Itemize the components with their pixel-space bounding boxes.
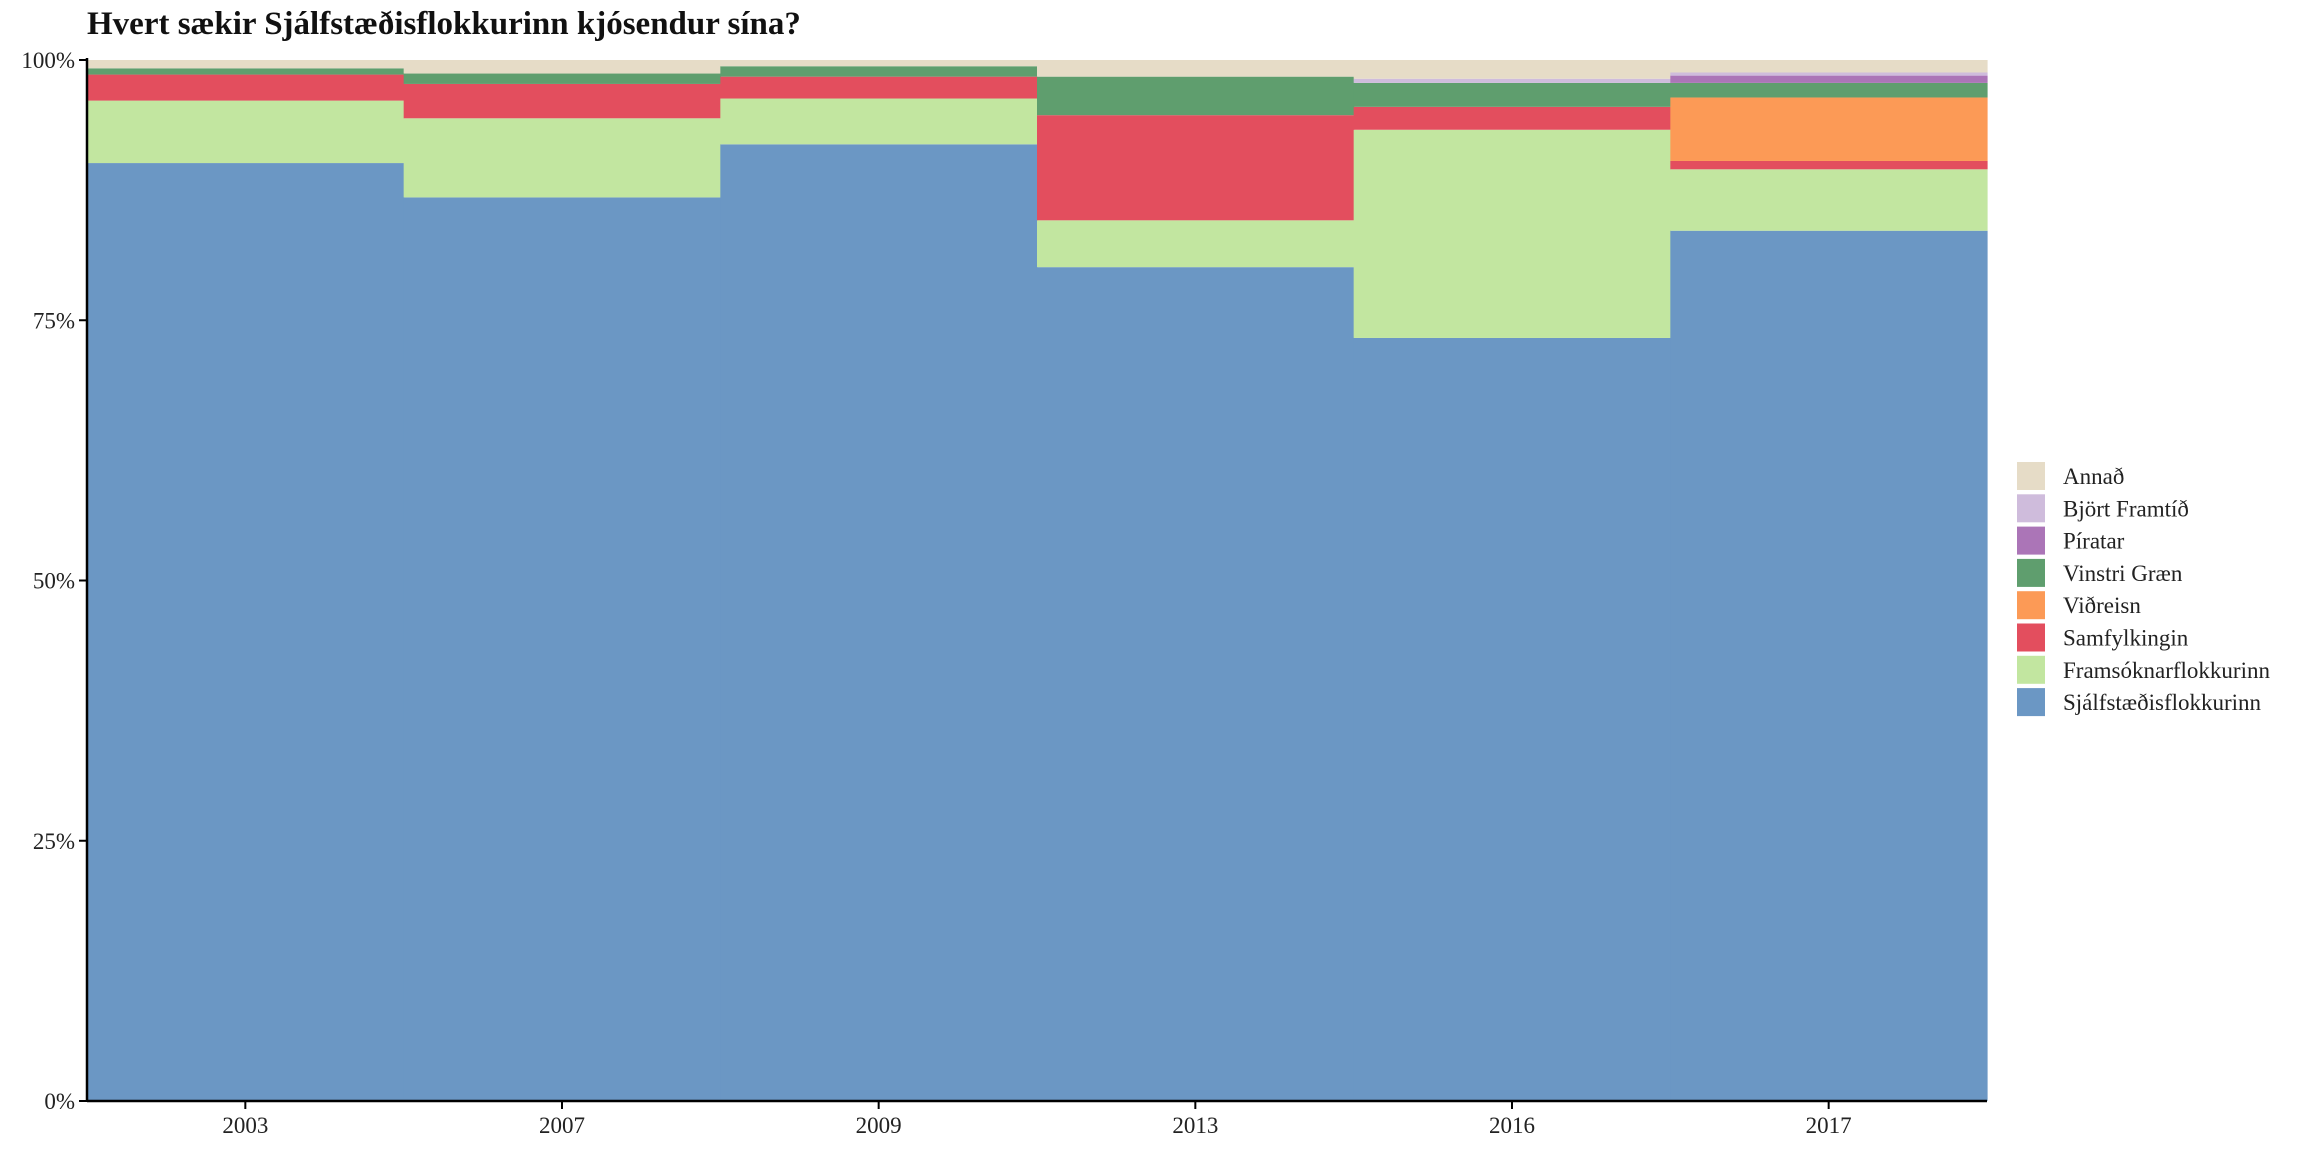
bar-segment-samfylkingin-2003 — [87, 74, 405, 101]
bar-segment-anna-2009 — [720, 60, 1038, 67]
bar-segment-samfylkingin-2009 — [720, 76, 1038, 99]
legend-swatch-bjort-framti — [2017, 494, 2045, 523]
x-tick-label-2013: 2013 — [1172, 1113, 1218, 1138]
legend-label-bjort-framti: Björt Framtíð — [2063, 496, 2189, 521]
bar-segment-vinstri-gr-n-2009 — [720, 66, 1038, 77]
bar-segment-vinstri-gr-n-2017 — [1670, 82, 1988, 98]
legend-label-piratar: Píratar — [2063, 529, 2125, 554]
bar-segment-sjalfst-isflokkurinn-2013 — [1037, 267, 1355, 1101]
bar-segment-framsoknarflokkurinn-2013 — [1037, 220, 1355, 268]
bar-segment-vinstri-gr-n-2007 — [403, 73, 721, 84]
bar-segment-framsoknarflokkurinn-2017 — [1670, 169, 1988, 231]
bar-segment-sjalfst-isflokkurinn-2017 — [1670, 230, 1988, 1101]
bar-segment-vinstri-gr-n-2016 — [1353, 82, 1671, 107]
bar-segment-samfylkingin-2013 — [1037, 115, 1355, 221]
bar-segment-framsoknarflokkurinn-2009 — [720, 98, 1038, 145]
legend: Annað Björt Framtíð Píratar Vinstri Græn Við… — [2017, 462, 2270, 717]
chart-title: Hvert sækir Sjálfstæðisflokkurinn kjósen… — [87, 6, 801, 42]
bar-segment-vinstri-gr-n-2003 — [87, 68, 405, 75]
y-tick-label: 25% — [33, 829, 75, 854]
legend-label-sjalfst-isflokkurinn: Sjálfstæðisflokkurinn — [2063, 690, 2262, 715]
legend-swatch-vi-reisn — [2017, 591, 2045, 620]
bar-segment-sjalfst-isflokkurinn-2003 — [87, 163, 405, 1101]
bar-segment-vinstri-gr-n-2013 — [1037, 76, 1355, 116]
x-tick-label-2009: 2009 — [856, 1113, 902, 1138]
bar-segment-anna-2017 — [1670, 60, 1988, 73]
bar-segment-anna-2013 — [1037, 60, 1355, 77]
bar-segment-sjalfst-isflokkurinn-2009 — [720, 144, 1038, 1102]
bar-segment-framsoknarflokkurinn-2016 — [1353, 129, 1671, 338]
y-tick-label: 50% — [33, 569, 75, 594]
x-tick-label-2007: 2007 — [539, 1113, 585, 1138]
bar-segment-sjalfst-isflokkurinn-2007 — [403, 197, 721, 1102]
bar-segment-bjort-framti-2016 — [1353, 78, 1671, 83]
bar-segment-samfylkingin-2017 — [1670, 160, 1988, 170]
legend-label-anna: Annað — [2063, 464, 2124, 489]
legend-swatch-vinstri-gr-n — [2017, 558, 2045, 587]
legend-label-framsoknarflokkurinn: Framsóknarflokkurinn — [2063, 658, 2270, 683]
bar-segment-framsoknarflokkurinn-2003 — [87, 100, 405, 164]
x-tick-label-2016: 2016 — [1489, 1113, 1535, 1138]
y-tick-label: 0% — [44, 1089, 75, 1114]
bar-segment-samfylkingin-2007 — [403, 83, 721, 119]
axes-layer: 0% 25% 50% 75% 100% 2003 2007 2009 2013 2016 2017 — [21, 48, 1987, 1138]
y-tick-label: 100% — [21, 48, 75, 73]
bar-segment-anna-2016 — [1353, 60, 1671, 79]
legend-label-vinstri-gr-n: Vinstri Græn — [2063, 561, 2183, 586]
legend-label-samfylkingin: Samfylkingin — [2063, 626, 2189, 651]
bar-segment-sjalfst-isflokkurinn-2016 — [1353, 337, 1671, 1101]
x-tick-label-2017: 2017 — [1806, 1113, 1852, 1138]
legend-swatch-sjalfst-isflokkurinn — [2017, 688, 2045, 717]
bar-segment-samfylkingin-2016 — [1353, 106, 1671, 130]
legend-label-vi-reisn: Viðreisn — [2063, 593, 2141, 618]
bar-segment-bjort-framti-2017 — [1670, 72, 1988, 76]
bar-segment-anna-2007 — [403, 60, 721, 74]
y-tick-label: 75% — [33, 308, 75, 333]
bar-segment-anna-2003 — [87, 60, 405, 69]
legend-swatch-piratar — [2017, 526, 2045, 555]
x-tick-label-2003: 2003 — [222, 1113, 268, 1138]
legend-swatch-anna — [2017, 462, 2045, 490]
bars-layer — [87, 60, 1988, 1102]
legend-swatch-samfylkingin — [2017, 623, 2045, 652]
bar-segment-framsoknarflokkurinn-2007 — [403, 118, 721, 198]
bar-segment-piratar-2017 — [1670, 75, 1988, 83]
legend-swatch-framsoknarflokkurinn — [2017, 655, 2045, 684]
bar-segment-vi-reisn-2017 — [1670, 97, 1988, 161]
